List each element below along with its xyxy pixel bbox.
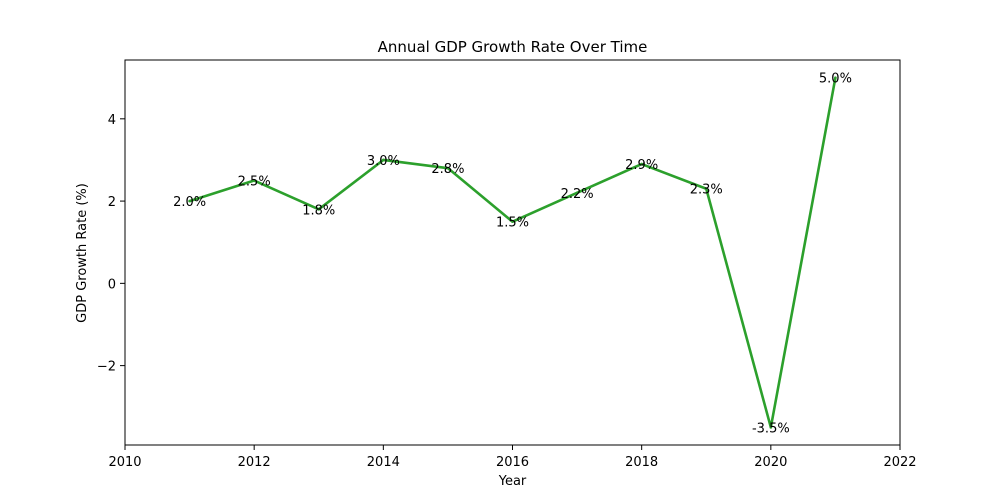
y-axis-ticks: −2 0 2 4 [97, 113, 125, 375]
series-layer [188, 76, 837, 429]
data-label: 2.8% [431, 162, 464, 177]
data-point [446, 166, 450, 170]
x-tick-label: 2020 [754, 455, 787, 470]
data-label: 2.0% [173, 195, 206, 210]
x-tick-label: 2012 [238, 455, 271, 470]
x-tick-label: 2016 [496, 455, 529, 470]
data-point [317, 208, 321, 211]
data-label: 5.0% [819, 72, 852, 87]
data-label: 1.8% [302, 203, 335, 218]
data-label: 2.9% [625, 158, 658, 173]
data-point [704, 187, 708, 191]
y-tick-label: −2 [97, 360, 116, 375]
data-point [252, 179, 256, 182]
data-label: 2.3% [690, 183, 723, 198]
data-point [188, 199, 191, 203]
x-tick-label: 2022 [883, 455, 916, 470]
chart-title: Annual GDP Growth Rate Over Time [378, 38, 648, 56]
data-point [575, 191, 579, 195]
data-label: 2.2% [561, 187, 594, 202]
data-label: 1.5% [496, 216, 529, 231]
plot-frame [124, 59, 901, 446]
y-tick-label: 0 [108, 277, 116, 292]
y-tick-label: 2 [108, 195, 116, 210]
x-tick-label: 2010 [108, 455, 141, 470]
data-label: -3.5% [752, 421, 790, 436]
y-tick-label: 4 [108, 113, 116, 128]
data-point [511, 220, 514, 223]
data-point [640, 162, 643, 166]
x-tick-label: 2014 [367, 455, 400, 470]
x-axis-label: Year [498, 474, 527, 489]
x-tick-label: 2018 [625, 455, 658, 470]
data-point [834, 76, 837, 79]
data-label: 3.0% [367, 154, 400, 169]
x-axis-ticks: 2010 2012 2014 2016 2018 2020 2022 [108, 445, 917, 470]
y-axis-label: GDP Growth Rate (%) [75, 183, 90, 323]
data-point [769, 426, 773, 429]
data-labels: 2.0% 2.5% 1.8% 3.0% 2.8% 1.5% 2.2% 2.9% 2.3% -3.5… [173, 72, 852, 437]
data-point [382, 158, 385, 162]
data-label: 2.5% [238, 175, 271, 190]
